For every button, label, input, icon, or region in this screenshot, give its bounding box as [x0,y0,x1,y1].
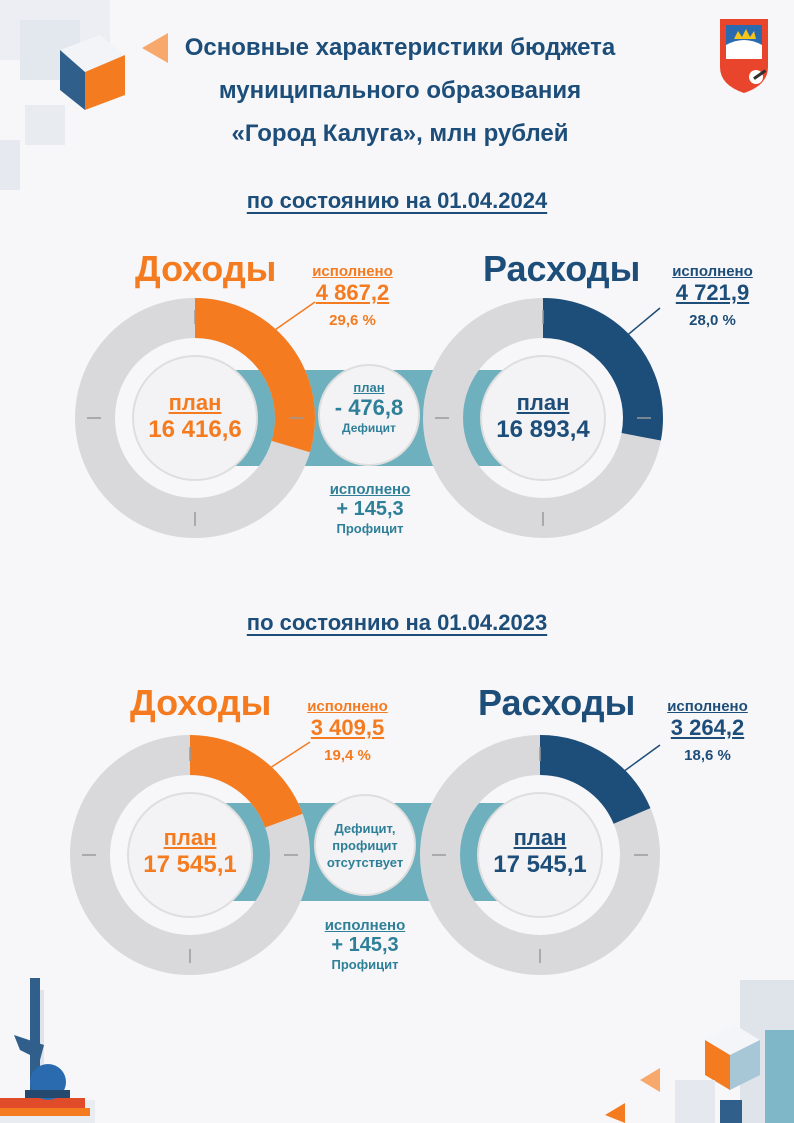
income-leader-line-2024 [271,301,316,333]
income-executed-value-2024: 4 867,2 [315,280,390,305]
decor-cubes-top-left [0,0,125,190]
income-inner-disc-2024 [132,355,258,481]
ticks-2023 [82,747,648,963]
expense-executed-value-2023: 3 264,2 [670,715,745,740]
balance-plan-line1-2023: Дефицит, [334,821,396,836]
balance-executed-label-2024: исполнено [329,481,411,498]
decor-monument-bottom-left [0,978,95,1123]
decor-triangle-left [142,33,168,63]
balance-plan-line2-2023: профицит [332,838,398,853]
income-plan-value-2023: 17 545,1 [143,851,237,878]
date-label-2024: по состоянию на 01.04.2024 [246,188,548,213]
income-plan-label-2023: план [163,825,217,850]
ticks-2024 [87,310,651,526]
date-label-2023: по состоянию на 01.04.2023 [246,610,548,635]
page-title: Основные характеристики бюджета муниципа… [140,26,660,155]
expense-executed-percent-2023: 18,6 % [684,747,731,764]
expense-executed-label-2023: исполнено [667,698,748,715]
income-inner-disc-2023 [127,792,253,918]
expense-executed-percent-2024: 28,0 % [689,312,736,329]
balance-executed-label-2023: исполнено [324,917,406,934]
balance-executed-type-2024: Профицит [336,521,404,536]
balance-plan-type-2024: Дефицит [342,421,396,435]
balance-plan-block-2024: план - 476,8 Дефицит [319,380,419,435]
date-heading-2023: по состоянию на 01.04.2023 [0,610,794,636]
balance-executed-value-2024: + 145,3 [336,498,404,520]
balance-plan-block-2023: Дефицит, профицит отсутствует [315,820,415,871]
balance-plan-label-2024: план [353,380,385,395]
income-executed-value-2023: 3 409,5 [310,715,385,740]
expense-executed-block-2023: исполнено 3 264,2 18,6 % [655,698,760,764]
expense-plan-block-2024: план 16 893,4 [483,390,603,444]
decor-cubes-bottom-right [605,980,794,1123]
expense-plan-label-2023: план [513,825,567,850]
expense-title-2024: Расходы [483,248,641,289]
balance-plan-line3-2023: отсутствует [326,855,404,870]
income-plan-block-2023: план 17 545,1 [130,825,250,879]
balance-disc-2023 [314,794,416,896]
title-line-2: муниципального образования [218,77,582,104]
balance-executed-type-2023: Профицит [331,957,399,972]
income-title-2023: Доходы [130,682,272,723]
income-executed-percent-2024: 29,6 % [329,312,376,329]
expense-plan-value-2023: 17 545,1 [493,851,587,878]
income-executed-block-2024: исполнено 4 867,2 29,6 % [300,263,405,329]
city-coat-of-arms-icon [720,19,768,93]
income-plan-label-2024: план [168,390,222,415]
income-executed-label-2023: исполнено [307,698,388,715]
title-line-1: Основные характеристики бюджета [184,34,616,61]
title-line-3: «Город Калуга», млн рублей [231,120,569,147]
expense-title-2023: Расходы [478,682,636,723]
expense-executed-label-2024: исполнено [672,263,753,280]
income-plan-block-2024: план 16 416,6 [135,390,255,444]
income-leader-line-2023 [269,741,311,769]
balance-executed-block-2023: исполнено + 145,3 Профицит [305,917,425,972]
date-heading-2024: по состоянию на 01.04.2024 [0,188,794,214]
expense-plan-value-2024: 16 893,4 [496,416,590,443]
expense-inner-disc-2023 [477,792,603,918]
balance-plan-value-2024: - 476,8 [334,395,404,420]
income-plan-value-2024: 16 416,6 [148,416,242,443]
expense-leader-line-2023 [611,744,661,781]
expense-plan-block-2023: план 17 545,1 [480,825,600,879]
budget-chart-2024 [75,298,663,538]
expense-inner-disc-2024 [480,355,606,481]
expense-leader-line-2024 [611,307,661,349]
income-executed-percent-2023: 19,4 % [324,747,371,764]
expense-plan-label-2024: план [516,390,570,415]
balance-disc-2024 [318,364,420,466]
expense-executed-block-2024: исполнено 4 721,9 28,0 % [660,263,765,329]
income-title-2024: Доходы [135,248,277,289]
income-executed-label-2024: исполнено [312,263,393,280]
budget-chart-2023 [70,735,661,975]
balance-executed-block-2024: исполнено + 145,3 Профицит [310,481,430,536]
income-executed-block-2023: исполнено 3 409,5 19,4 % [295,698,400,764]
expense-executed-value-2024: 4 721,9 [675,280,750,305]
balance-executed-value-2023: + 145,3 [331,934,399,956]
